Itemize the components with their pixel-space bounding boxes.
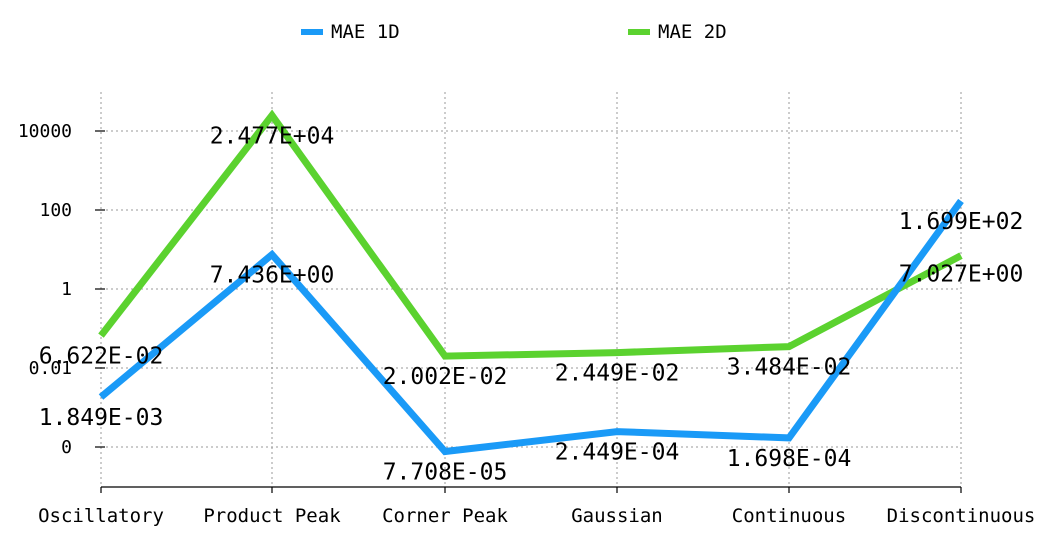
x-tick-label: Product Peak [203, 505, 341, 527]
data-label: 7.027E+00 [899, 262, 1024, 288]
series-line-mae-2d [98, 109, 963, 360]
data-label: 2.002E-02 [383, 364, 508, 390]
data-label: 3.484E-02 [727, 355, 852, 381]
series-line-mae-1d [98, 198, 964, 456]
x-tick-label: Oscillatory [38, 505, 164, 527]
y-tick-label: 10000 [18, 121, 72, 142]
data-label: 1.698E-04 [727, 446, 852, 472]
data-label: 7.436E+00 [210, 263, 335, 289]
y-tick-label: 0 [61, 437, 72, 458]
data-label-layer: 1.849E-03 7.436E+00 7.708E-05 2.449E-04 1.69… [39, 123, 1024, 485]
data-label: 7.708E-05 [383, 459, 508, 485]
x-tick-label: Continuous [732, 505, 846, 527]
y-tick-label: 0.01 [29, 358, 72, 379]
axis-layer: 0 0.01 1 100 10000 Oscillatory Product Peak Cor… [18, 121, 1036, 527]
data-label: 1.849E-03 [39, 405, 164, 431]
y-tick-label: 100 [39, 200, 72, 221]
series-layer [98, 109, 964, 456]
data-label: 2.449E-04 [555, 440, 680, 466]
x-tick-label: Discontinuous [887, 505, 1036, 527]
data-label: 1.699E+02 [899, 209, 1024, 235]
legend: MAE 1D MAE 2D [301, 21, 727, 43]
legend-label: MAE 2D [658, 21, 727, 43]
x-tick-label: Corner Peak [382, 505, 508, 527]
grid-layer [100, 92, 962, 487]
x-tick-label: Gaussian [571, 505, 663, 527]
y-tick-label: 1 [61, 279, 72, 300]
data-label: 6.622E-02 [39, 344, 164, 370]
data-label: 2.449E-02 [555, 361, 680, 387]
data-label: 2.477E+04 [210, 123, 335, 149]
legend-label: MAE 1D [331, 21, 400, 43]
